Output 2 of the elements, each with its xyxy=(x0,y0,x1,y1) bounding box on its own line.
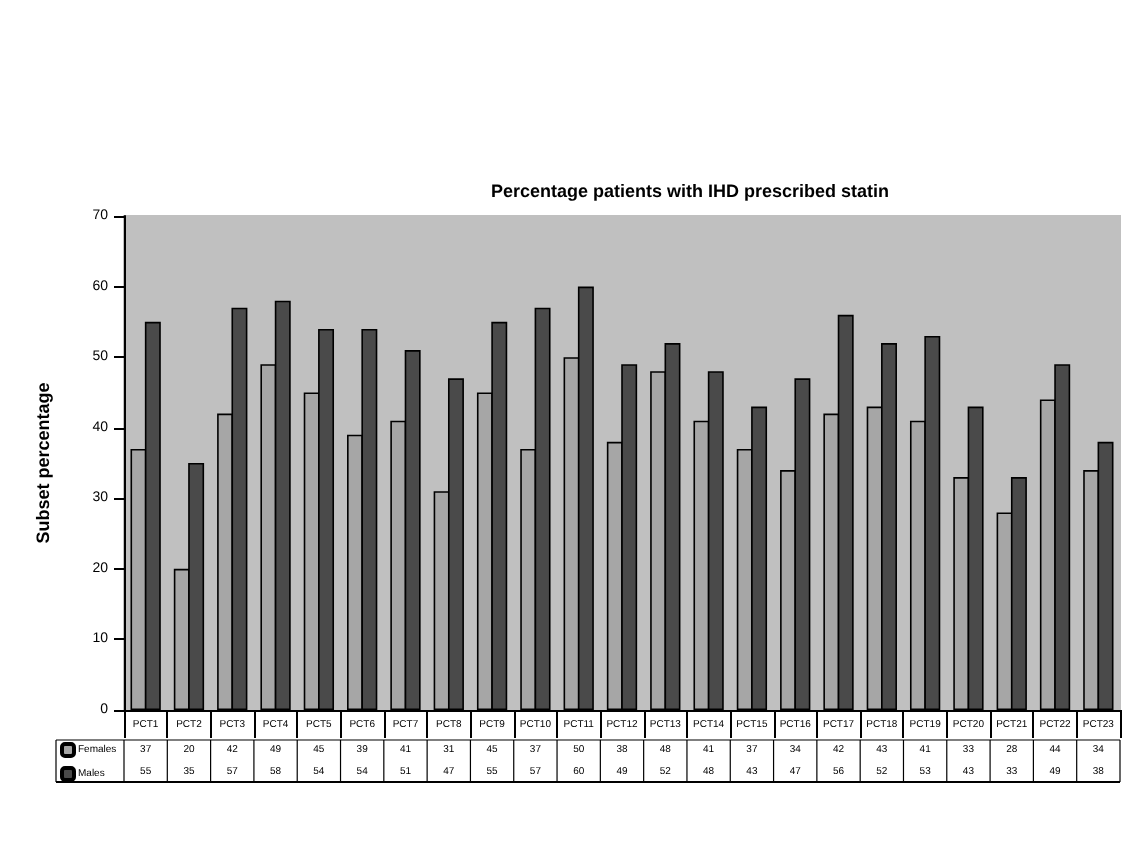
y-axis-title: Subset percentage xyxy=(33,382,53,544)
chart-title: Percentage patients with IHD prescribed statin xyxy=(490,181,890,201)
